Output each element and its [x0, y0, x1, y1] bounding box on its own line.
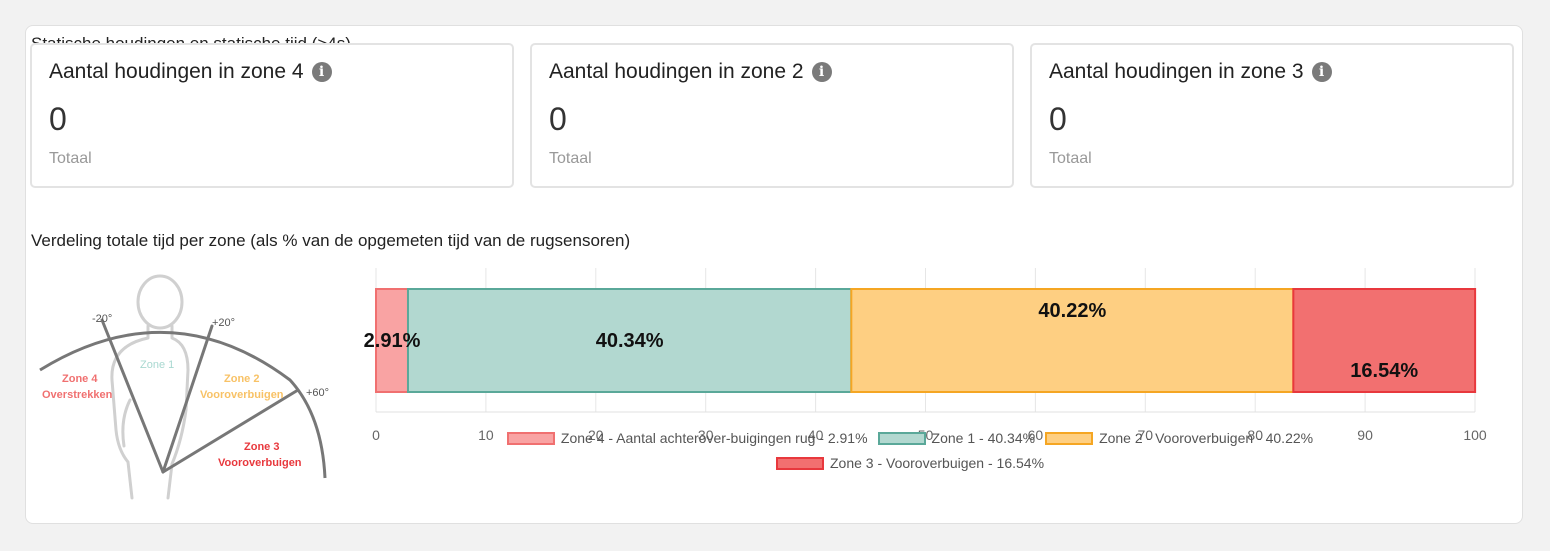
card-value: 0: [549, 101, 567, 137]
info-icon[interactable]: i: [1311, 62, 1332, 82]
legend-label: Zone 3 - Vooroverbuigen - 16.54%: [829, 455, 1045, 471]
bar-segment[interactable]: [406, 288, 853, 393]
legend-item[interactable]: Zone 4 - Aantal achterover-buigingen rug…: [506, 430, 868, 446]
card-subtitle: Totaal: [549, 150, 592, 167]
zone4-label-line1: Zone 4: [62, 373, 98, 385]
card-subtitle: Totaal: [49, 150, 92, 167]
legend-swatch: [1045, 431, 1094, 445]
card-title: Aantal houdingen in zone 4: [49, 60, 304, 83]
bar-data-label: 16.54%: [1350, 360, 1418, 382]
section-title-zone-distribution: Verdeling totale tijd per zone (als % va…: [31, 231, 631, 250]
legend-label: Zone 1 - 40.34%: [931, 430, 1036, 446]
legend-swatch: [506, 431, 555, 445]
bar-segment[interactable]: [1292, 288, 1477, 393]
card-value: 0: [49, 101, 67, 137]
legend-row: Zone 4 - Aantal achterover-buigingen rug…: [330, 430, 1490, 446]
bar-data-label: 40.34%: [596, 330, 664, 352]
x-tick-label: 80: [1247, 427, 1263, 443]
legend-item[interactable]: Zone 3 - Vooroverbuigen - 16.54%: [775, 455, 1045, 471]
legend-label: Zone 2 - Vooroverbuigen - 40.22%: [1099, 430, 1314, 446]
card-zone2: Aantal houdingen in zone 2 i 0 Totaal: [530, 43, 1014, 188]
x-tick-label: 30: [698, 427, 714, 443]
legend-swatch: [775, 456, 824, 470]
zone4-label-line2: Overstrekken: [42, 389, 113, 401]
x-tick-label: 100: [1463, 427, 1487, 443]
posture-zones-illustration: -20° +20° +60° Zone 1 Zone 2 Vooroverbui…: [39, 274, 329, 500]
x-tick-label: 40: [808, 427, 824, 443]
zone1-label: Zone 1: [140, 359, 174, 371]
zone-distribution-chart: 01020304050607080901002.91%40.34%40.22%1…: [364, 268, 1487, 443]
card-title: Aantal houdingen in zone 3: [1049, 60, 1304, 83]
bar-segment[interactable]: [850, 288, 1295, 393]
zone2-label-line1: Zone 2: [224, 373, 259, 385]
angle-label-plus60: +60°: [306, 387, 329, 399]
bar-data-label: 40.22%: [1038, 300, 1106, 322]
x-tick-label: 0: [372, 427, 380, 443]
x-tick-label: 20: [588, 427, 604, 443]
bar-data-label: 2.91%: [364, 330, 421, 352]
x-tick-label: 90: [1357, 427, 1373, 443]
card-subtitle: Totaal: [1049, 150, 1092, 167]
card-zone4: Aantal houdingen in zone 4 i 0 Totaal: [30, 43, 514, 188]
card-zone3: Aantal houdingen in zone 3 i 0 Totaal: [1030, 43, 1514, 188]
x-tick-label: 60: [1028, 427, 1044, 443]
legend-item[interactable]: Zone 1 - 40.34%: [877, 430, 1036, 446]
info-icon[interactable]: i: [811, 62, 832, 82]
legend-item[interactable]: Zone 2 - Vooroverbuigen - 40.22%: [1045, 430, 1313, 446]
angle-label-minus20: -20°: [92, 313, 112, 325]
legend-label: Zone 4 - Aantal achterover-buigingen rug…: [560, 430, 868, 446]
card-value: 0: [1049, 101, 1067, 137]
zone3-label-line1: Zone 3: [244, 441, 279, 453]
zone3-label-line2: Vooroverbuigen: [218, 457, 302, 469]
angle-label-plus20: +20°: [212, 317, 235, 329]
legend-swatch: [877, 431, 926, 445]
chart-legend: Zone 4 - Aantal achterover-buigingen rug…: [330, 430, 1490, 480]
zone2-label-line2: Vooroverbuigen: [200, 389, 284, 401]
x-tick-label: 70: [1138, 427, 1154, 443]
card-title: Aantal houdingen in zone 2: [549, 60, 804, 83]
info-icon[interactable]: i: [311, 62, 332, 82]
legend-row: Zone 3 - Vooroverbuigen - 16.54%: [330, 455, 1490, 471]
x-tick-label: 10: [478, 427, 494, 443]
